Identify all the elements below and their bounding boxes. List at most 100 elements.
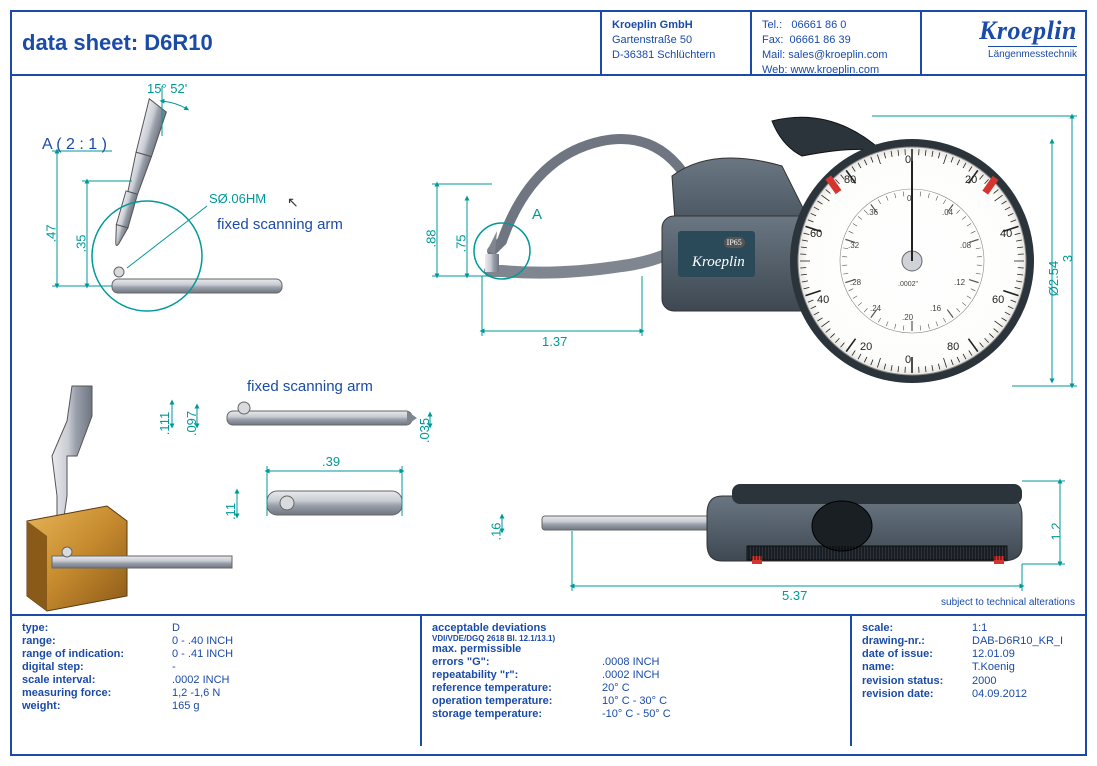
spec-row: weight:165 g bbox=[22, 700, 410, 712]
tel-value: 06661 86 0 bbox=[791, 19, 846, 31]
spec-row: drawing-nr.:DAB-D6R10_KR_I bbox=[862, 635, 1075, 647]
fixed-arm-label-1: fixed scanning arm bbox=[217, 216, 343, 233]
cursor-icon: ↖ bbox=[287, 194, 299, 211]
spec-value: 0 - .41 INCH bbox=[172, 648, 233, 660]
spec-value: - bbox=[172, 661, 176, 673]
spec-value: 04.09.2012 bbox=[972, 688, 1027, 700]
dim-11: .11 bbox=[223, 503, 238, 520]
alteration-note: subject to technical alterations bbox=[941, 597, 1075, 608]
gauge-brand-plate: IP65 Kroeplin bbox=[678, 231, 755, 277]
dim-537: 5.37 bbox=[782, 588, 807, 603]
spec-label: range of indication: bbox=[22, 648, 172, 660]
spec-label: storage temperature: bbox=[432, 708, 602, 720]
spec-label: max. permissible bbox=[432, 643, 602, 655]
spec-row: range of indication:0 - .41 INCH bbox=[22, 648, 410, 660]
dim-3: 3 bbox=[1060, 255, 1075, 262]
spec-row: scale:1:1 bbox=[862, 622, 1075, 634]
fax-value: 06661 86 39 bbox=[790, 34, 851, 46]
spec-label: repeatability "r": bbox=[432, 669, 602, 681]
dim-035: .035 bbox=[417, 418, 432, 443]
header-logo: Kroeplin Längenmesstechnik bbox=[922, 12, 1085, 74]
spec-value: 0 - .40 INCH bbox=[172, 635, 233, 647]
spec-label: date of issue: bbox=[862, 648, 972, 660]
spec-value: 1,2 -1,6 N bbox=[172, 687, 220, 699]
header: data sheet: D6R10 Kroeplin GmbH Gartenst… bbox=[12, 12, 1085, 76]
spec-label: operation temperature: bbox=[432, 695, 602, 707]
spec-value: D bbox=[172, 622, 180, 634]
spec-label: weight: bbox=[22, 700, 172, 712]
logo-subtitle: Längenmesstechnik bbox=[988, 46, 1077, 60]
gauge-side-view bbox=[502, 481, 1065, 591]
spec-label: name: bbox=[862, 661, 972, 673]
logo-text: Kroeplin bbox=[930, 16, 1077, 46]
spec-label: errors "G": bbox=[432, 656, 602, 668]
dim-angle: 15° 52' bbox=[147, 81, 187, 96]
spec-value: T.Koenig bbox=[972, 661, 1015, 673]
header-title-cell: data sheet: D6R10 bbox=[12, 12, 602, 74]
dim-d254: Ø2.54 bbox=[1046, 261, 1061, 296]
spec-value: 20° C bbox=[602, 682, 630, 694]
spec-row: date of issue:12.01.09 bbox=[862, 648, 1075, 660]
header-contact: Tel.: 06661 86 0 Fax: 06661 86 39 Mail: … bbox=[752, 12, 922, 74]
header-address: Kroeplin GmbH Gartenstraße 50 D-36381 Sc… bbox=[602, 12, 752, 74]
spec-value: 10° C - 30° C bbox=[602, 695, 667, 707]
spec-row: digital step:- bbox=[22, 661, 410, 673]
spec-label: drawing-nr.: bbox=[862, 635, 972, 647]
spec-row: revision status:2000 bbox=[862, 675, 1075, 687]
mid-head1: acceptable deviations bbox=[432, 622, 546, 634]
ip-rating: IP65 bbox=[724, 237, 745, 248]
section-label: A ( 2 : 1 ) bbox=[42, 136, 107, 154]
spec-value: 1:1 bbox=[972, 622, 987, 634]
dim-111: .111 bbox=[157, 412, 172, 435]
dim-39: .39 bbox=[322, 454, 340, 469]
title-prefix: data sheet: bbox=[22, 30, 144, 55]
footer-mid: acceptable deviations VDI/VDE/DGQ 2618 B… bbox=[422, 616, 852, 746]
dim-137: 1.37 bbox=[542, 334, 567, 349]
dim-88: .88 bbox=[424, 229, 439, 247]
detail-a-marker: A bbox=[532, 206, 542, 223]
spec-label: reference temperature: bbox=[432, 682, 602, 694]
company-city: D-36381 Schlüchtern bbox=[612, 48, 740, 63]
dim-097: .097 bbox=[184, 411, 199, 436]
spec-row: scale interval:.0002 INCH bbox=[22, 674, 410, 686]
spec-value: -10° C - 50° C bbox=[602, 708, 671, 720]
spec-row: operation temperature:10° C - 30° C bbox=[432, 695, 840, 707]
spec-row: measuring force:1,2 -1,6 N bbox=[22, 687, 410, 699]
spec-row: type:D bbox=[22, 622, 410, 634]
spec-row: errors "G":.0008 INCH bbox=[432, 656, 840, 668]
spec-label: range: bbox=[22, 635, 172, 647]
dim-35: .35 bbox=[74, 234, 89, 252]
dim-12: 1.2 bbox=[1049, 522, 1064, 540]
brass-fixture bbox=[27, 506, 232, 611]
datasheet-frame: data sheet: D6R10 Kroeplin GmbH Gartenst… bbox=[10, 10, 1087, 756]
spec-label: scale interval: bbox=[22, 674, 172, 686]
fixed-arm-label-2: fixed scanning arm bbox=[247, 378, 373, 395]
tel-label: Tel.: bbox=[762, 19, 782, 31]
spec-value: .0002 INCH bbox=[172, 674, 229, 686]
spec-value: DAB-D6R10_KR_I bbox=[972, 635, 1063, 647]
dim-75: .75 bbox=[454, 234, 469, 252]
company-name: Kroeplin GmbH bbox=[612, 19, 693, 31]
spec-value: .0008 INCH bbox=[602, 656, 659, 668]
spec-row: repeatability "r":.0002 INCH bbox=[432, 669, 840, 681]
spec-value: 12.01.09 bbox=[972, 648, 1015, 660]
spec-row: revision date:04.09.2012 bbox=[862, 688, 1075, 700]
drawing-area: A ( 2 : 1 ) 15° 52' .47 .35 SØ.06HM fixe… bbox=[12, 76, 1085, 616]
fax-label: Fax: bbox=[762, 34, 783, 46]
dim-sphere: SØ.06HM bbox=[209, 191, 266, 206]
spec-value: .0002 INCH bbox=[602, 669, 659, 681]
mail-label: Mail: bbox=[762, 49, 785, 61]
spec-row: max. permissible bbox=[432, 643, 840, 655]
title-model: D6R10 bbox=[144, 30, 212, 55]
web-value: www.kroeplin.com bbox=[791, 64, 880, 76]
dim-16: .16 bbox=[489, 522, 504, 540]
spec-label: revision date: bbox=[862, 688, 972, 700]
spec-label: revision status: bbox=[862, 675, 972, 687]
spec-label: scale: bbox=[862, 622, 972, 634]
footer: type:Drange:0 - .40 INCHrange of indicat… bbox=[12, 616, 1085, 746]
spec-row: reference temperature:20° C bbox=[432, 682, 840, 694]
spec-row: range:0 - .40 INCH bbox=[22, 635, 410, 647]
footer-left: type:Drange:0 - .40 INCHrange of indicat… bbox=[12, 616, 422, 746]
spec-row: name:T.Koenig bbox=[862, 661, 1075, 673]
mid-head2: VDI/VDE/DGQ 2618 Bl. 12.1/13.1) bbox=[432, 634, 840, 643]
